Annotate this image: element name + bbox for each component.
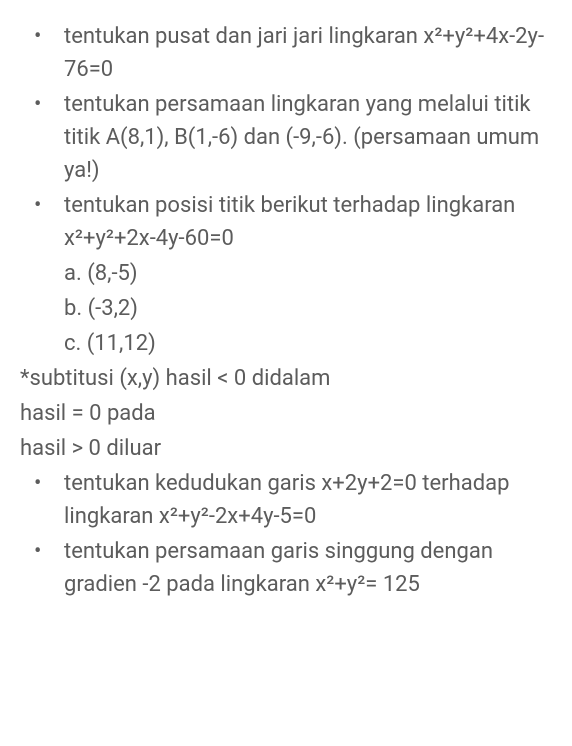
note-text: hasil = 0 pada	[20, 401, 156, 426]
note-line: hasil = 0 pada	[20, 397, 552, 430]
sub-item: c. (11,12)	[20, 327, 552, 360]
sub-item-text: a. (8,-5)	[64, 261, 138, 286]
sub-item: b. (-3,2)	[20, 292, 552, 325]
list-item-text: tentukan persamaan lingkaran yang melalu…	[64, 92, 539, 183]
note-text: *subtitusi (x,y) hasil < 0 didalam	[20, 366, 330, 391]
list-item: tentukan persamaan garis singgung dengan…	[20, 535, 552, 601]
note-line: hasil > 0 diluar	[20, 432, 552, 465]
list-item: tentukan kedudukan garis x+2y+2=0 terhad…	[20, 467, 552, 533]
list-item: tentukan posisi titik berikut terhadap l…	[20, 189, 552, 255]
problem-list: tentukan pusat dan jari jari lingkaran x…	[20, 20, 552, 360]
sub-item-text: c. (11,12)	[64, 331, 156, 356]
list-item-text: tentukan posisi titik berikut terhadap l…	[64, 193, 515, 251]
note-text: hasil > 0 diluar	[20, 436, 161, 461]
note-line: *subtitusi (x,y) hasil < 0 didalam	[20, 362, 552, 395]
list-item: tentukan pusat dan jari jari lingkaran x…	[20, 20, 552, 86]
list-item-text: tentukan persamaan garis singgung dengan…	[64, 539, 493, 597]
problem-list-continued: tentukan kedudukan garis x+2y+2=0 terhad…	[20, 467, 552, 601]
list-item-text: tentukan pusat dan jari jari lingkaran x…	[64, 24, 544, 82]
sub-item: a. (8,-5)	[20, 257, 552, 290]
list-item-text: tentukan kedudukan garis x+2y+2=0 terhad…	[64, 471, 509, 529]
list-item: tentukan persamaan lingkaran yang melalu…	[20, 88, 552, 187]
sub-item-text: b. (-3,2)	[64, 296, 138, 321]
